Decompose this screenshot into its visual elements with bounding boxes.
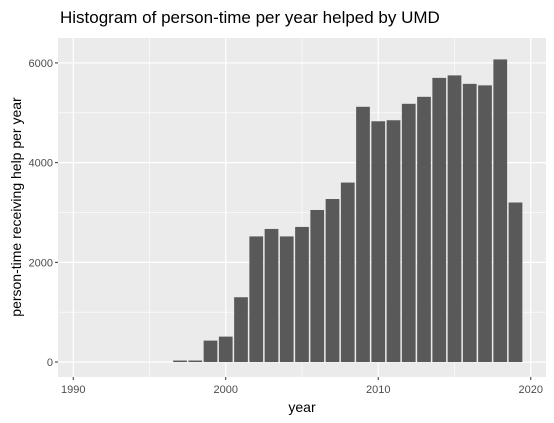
x-tick-label: 1990	[61, 384, 85, 396]
bar	[417, 96, 431, 363]
bar	[295, 226, 309, 363]
bar	[432, 77, 447, 363]
bars	[173, 59, 523, 363]
bar	[218, 336, 233, 363]
x-tick-label: 2000	[214, 384, 238, 396]
bar	[234, 297, 248, 363]
chart-title: Histogram of person-time per year helped…	[60, 8, 440, 27]
bar	[508, 202, 523, 363]
y-axis-title: person-time receiving help per year	[8, 97, 24, 317]
bar	[371, 121, 386, 363]
bar	[188, 360, 203, 363]
bar	[478, 85, 492, 363]
bar	[173, 360, 187, 363]
bar	[279, 236, 294, 363]
bar	[264, 228, 279, 363]
x-axis: 1990 2000 2010 2020	[61, 377, 543, 396]
bar	[203, 340, 218, 363]
x-tick-label: 2010	[366, 384, 390, 396]
y-axis: 0 2000 4000 6000	[29, 58, 58, 369]
bar	[325, 199, 340, 363]
y-tick-label: 4000	[29, 158, 53, 170]
bar	[340, 182, 355, 363]
bar	[447, 75, 462, 363]
bar	[401, 103, 416, 363]
y-tick-label: 6000	[29, 58, 53, 70]
x-axis-title: year	[288, 399, 316, 415]
bar	[493, 59, 508, 363]
x-tick-label: 2020	[519, 384, 543, 396]
bar	[386, 120, 401, 363]
bar	[462, 83, 477, 363]
y-tick-label: 2000	[29, 257, 53, 269]
bar	[356, 106, 370, 363]
bar	[249, 236, 264, 363]
bar	[310, 209, 325, 363]
y-tick-label: 0	[47, 357, 53, 369]
